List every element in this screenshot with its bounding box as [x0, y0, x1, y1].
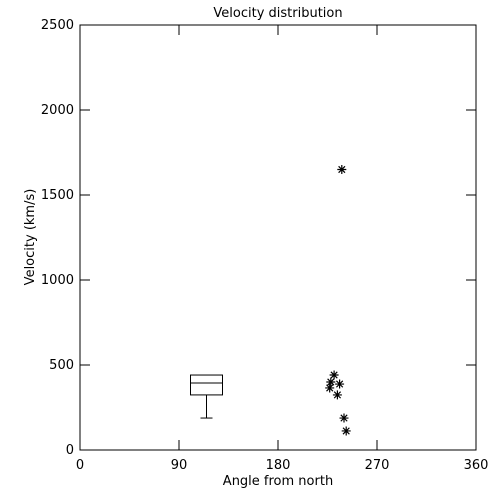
x-tick-label: 360 — [464, 458, 489, 473]
chart-title: Velocity distribution — [213, 6, 342, 21]
y-axis-label: Velocity (km/s) — [23, 189, 38, 286]
x-tick-label: 180 — [266, 458, 291, 473]
y-tick-label: 500 — [49, 358, 74, 373]
x-tick-label: 90 — [171, 458, 188, 473]
x-axis-label: Angle from north — [223, 474, 333, 489]
asterisk-point — [339, 413, 349, 423]
asterisk-point — [341, 426, 351, 436]
x-tick-label: 270 — [365, 458, 390, 473]
x-tick-label: 0 — [76, 458, 84, 473]
y-tick-label: 1000 — [41, 273, 74, 288]
asterisk-point — [326, 377, 336, 387]
asterisk-point — [329, 370, 339, 380]
y-tick-label: 0 — [66, 443, 74, 458]
y-tick-label: 2500 — [41, 18, 74, 33]
plot-frame — [79, 24, 477, 451]
asterisk-point — [332, 390, 342, 400]
y-tick-label: 1500 — [41, 188, 74, 203]
asterisk-point — [325, 383, 335, 393]
asterisk-point — [337, 165, 347, 174]
y-tick-label: 2000 — [41, 103, 74, 118]
asterisk-point — [335, 379, 345, 389]
box — [190, 374, 223, 396]
